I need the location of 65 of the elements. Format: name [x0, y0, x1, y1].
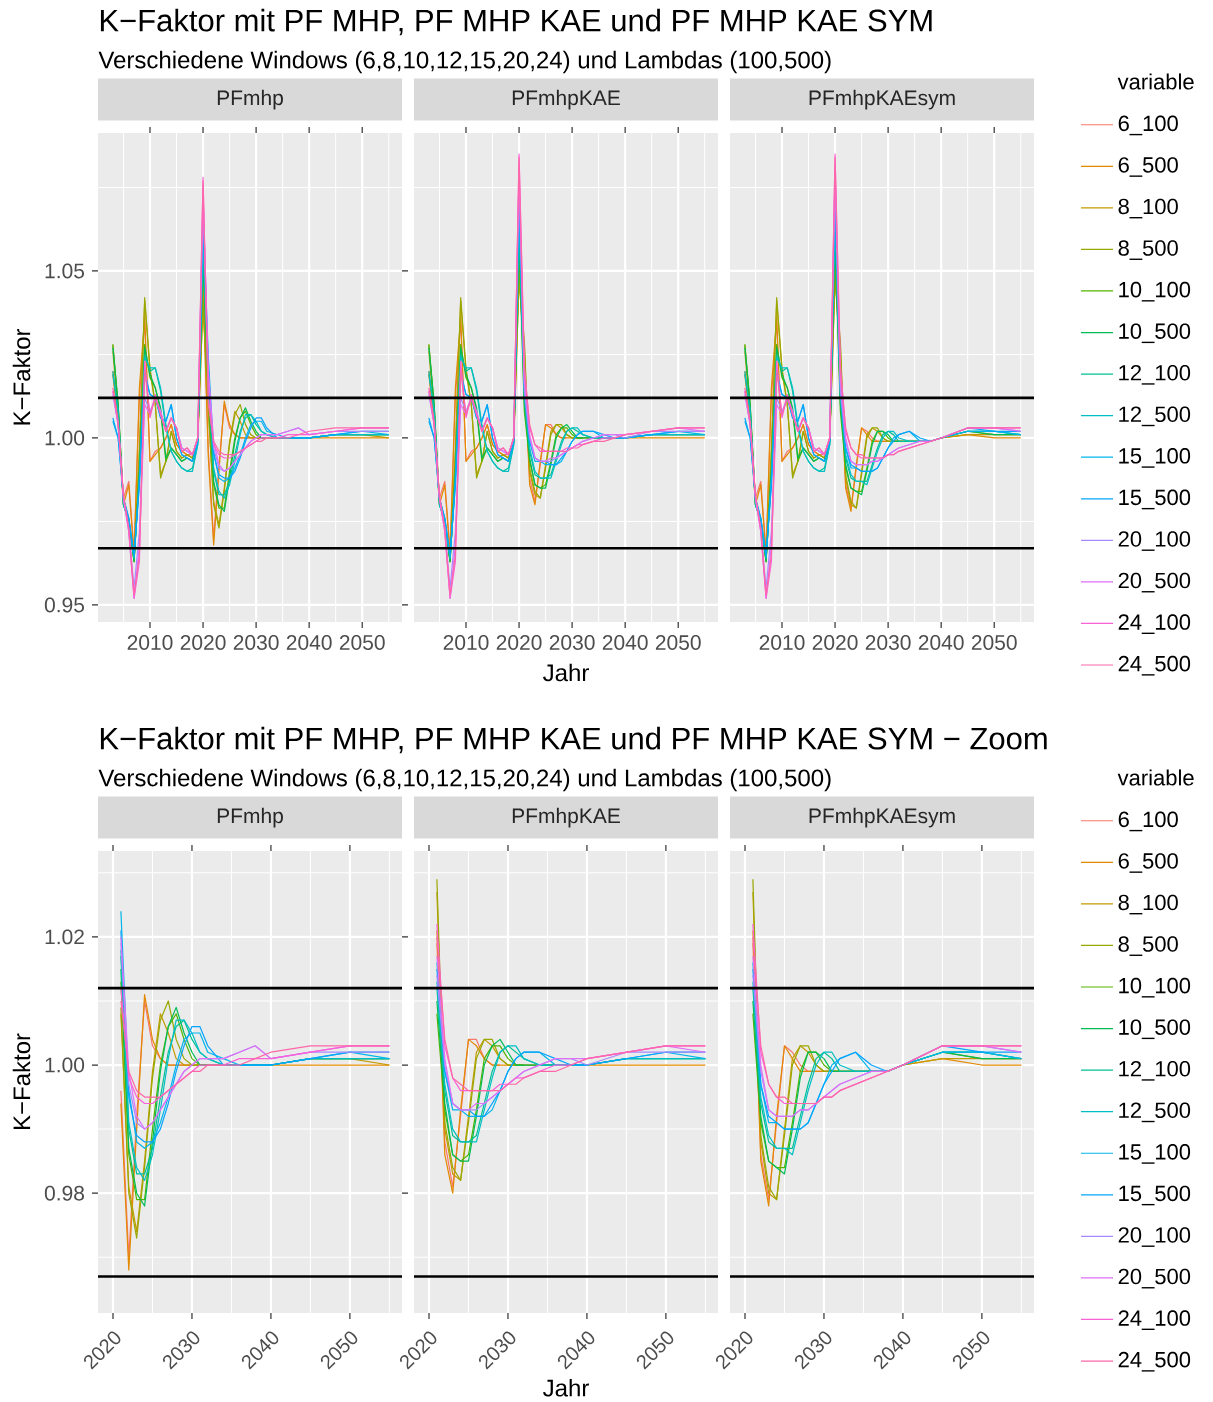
x-tick-label: 2020 — [180, 635, 226, 650]
legend-label: 15_500 — [1119, 489, 1191, 510]
x-tick-label: 2040 — [918, 635, 964, 650]
chart-title: PFmhpKAE — [512, 89, 620, 110]
legend-label: 24_100 — [1118, 614, 1191, 635]
legend-label: 10_500 — [1119, 323, 1191, 344]
x-tick-label: 2030 — [549, 635, 595, 650]
x-tick-label: 2030 — [233, 635, 279, 650]
x-tick-label: 2010 — [127, 635, 173, 650]
x-tick-label: 2040 — [286, 635, 332, 650]
legend-label: 6_100 — [1118, 115, 1178, 136]
x-tick-label: 2040 — [602, 635, 648, 650]
legend-label: 10_500 — [1119, 1019, 1191, 1040]
y-tick-label: 1.02 — [45, 929, 84, 945]
legend-label: 6_500 — [1118, 157, 1178, 177]
legend-label: 6_500 — [1118, 853, 1178, 873]
legend-label: 8_500 — [1118, 936, 1178, 956]
legend-label: 20_500 — [1118, 1268, 1191, 1289]
chart-title: PFmhpKAE — [512, 807, 620, 828]
chart-title: PFmhp — [217, 807, 283, 828]
x-tick-label: 2020 — [812, 635, 858, 650]
legend-label: 12_500 — [1119, 1102, 1191, 1123]
y-axis-title: K−Faktor — [12, 1033, 31, 1130]
text: K−Faktor mit PF MHP, PF MHP KAE und PF MHP KAE SYM — [100, 8, 932, 36]
chart-title: PFmhpKAEsym — [809, 89, 955, 110]
legend-label: 24_500 — [1118, 655, 1191, 676]
legend-label: 20_100 — [1118, 531, 1191, 551]
legend-label: 12_100 — [1119, 364, 1191, 385]
x-tick-label: 2030 — [865, 635, 911, 650]
y-tick-label: 0.98 — [44, 1185, 85, 1201]
legend-label: 15_100 — [1119, 448, 1191, 468]
x-tick-label: 2010 — [443, 635, 489, 650]
legend-title: variable — [1117, 769, 1194, 786]
x-tick-label: 2050 — [971, 635, 1017, 650]
text: Verschiedene Windows (6,8,10,12,15,20,24) und Lambdas (100,500) — [98, 50, 831, 74]
x-tick-label: 2020 — [496, 635, 542, 650]
legend-label: 6_100 — [1118, 811, 1178, 832]
y-tick-label: 1.00 — [45, 430, 85, 446]
x-axis-title: Jahr — [543, 663, 589, 682]
legend-label: 8_100 — [1118, 894, 1178, 915]
text: K−Faktor mit PF MHP, PF MHP KAE und PF MHP KAE SYM − Zoom — [100, 726, 1047, 754]
legend-label: 8_500 — [1118, 240, 1178, 260]
x-axis-title: Jahr — [543, 1378, 589, 1397]
text: Verschiedene Windows (6,8,10,12,15,20,24) und Lambdas (100,500) — [98, 768, 831, 792]
legend-title: variable — [1117, 73, 1194, 90]
legend-label: 24_100 — [1118, 1310, 1191, 1331]
legend-label: 12_100 — [1119, 1060, 1191, 1081]
legend-label: 15_500 — [1119, 1185, 1191, 1206]
legend-label: 12_500 — [1119, 406, 1191, 427]
legend-label: 10_100 — [1119, 977, 1191, 998]
x-tick-label: 2010 — [759, 635, 805, 650]
y-axis-title: K−Faktor — [12, 328, 31, 425]
chart-title: PFmhp — [217, 89, 283, 110]
legend-label: 20_500 — [1118, 572, 1191, 593]
legend-label: 15_100 — [1119, 1144, 1191, 1164]
chart-title: PFmhpKAEsym — [809, 807, 955, 828]
x-tick-label: 2050 — [655, 635, 701, 650]
legend-label: 10_100 — [1119, 281, 1191, 302]
legend-label: 8_100 — [1118, 198, 1178, 219]
x-tick-label: 2050 — [339, 635, 385, 650]
legend-label: 24_500 — [1118, 1351, 1191, 1372]
y-tick-label: 1.00 — [45, 1057, 85, 1073]
y-tick-label: 1.05 — [45, 263, 85, 279]
legend-label: 20_100 — [1118, 1227, 1191, 1247]
y-tick-label: 0.95 — [44, 597, 85, 613]
